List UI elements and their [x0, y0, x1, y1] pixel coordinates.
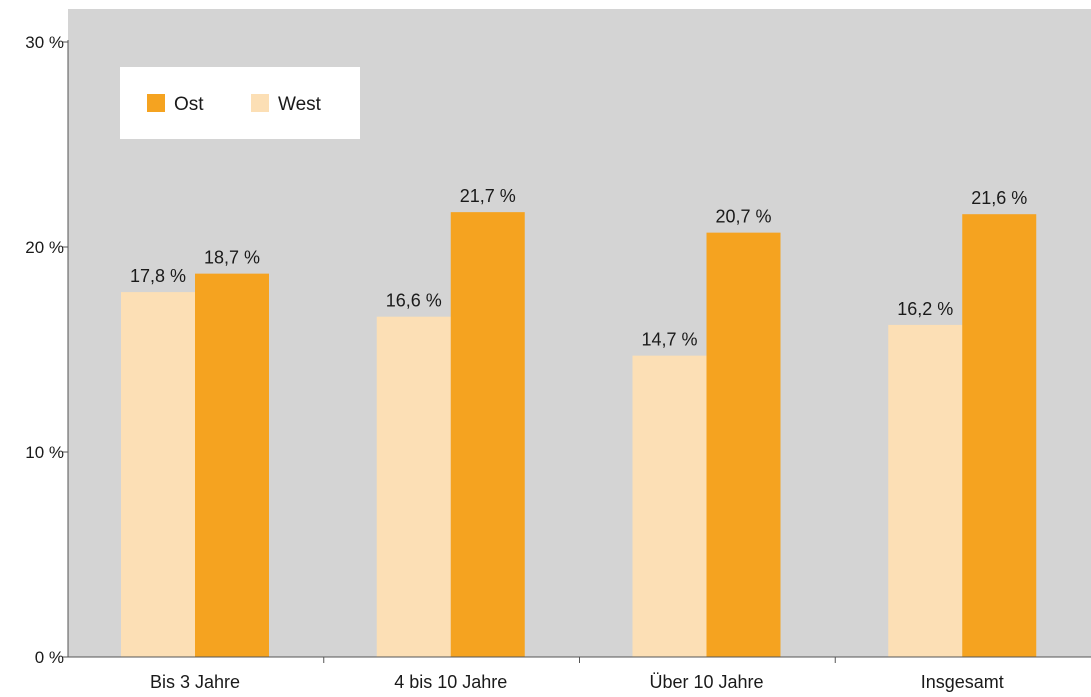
bar-ost [195, 273, 269, 657]
data-label-ost: 21,7 % [460, 186, 516, 206]
x-category-label: Über 10 Jahre [649, 672, 763, 692]
data-label-west: 16,2 % [897, 299, 953, 319]
bar-west [376, 316, 451, 657]
legend-label-west: West [278, 94, 322, 115]
bar-west [632, 355, 707, 657]
legend-swatch-west [251, 94, 269, 112]
legend-swatch-ost [147, 94, 165, 112]
y-tick-label: 10 % [25, 443, 64, 462]
x-category-label: Bis 3 Jahre [150, 672, 240, 692]
data-label-ost: 18,7 % [204, 248, 260, 268]
x-category-label: 4 bis 10 Jahre [394, 672, 507, 692]
x-category-label: Insgesamt [921, 672, 1004, 692]
data-label-ost: 20,7 % [715, 207, 771, 227]
bar-ost [706, 232, 781, 657]
data-label-west: 17,8 % [130, 266, 186, 286]
data-label-west: 14,7 % [641, 330, 697, 350]
bar-ost [450, 212, 525, 657]
legend: Ost West [120, 67, 360, 139]
data-label-ost: 21,6 % [971, 188, 1027, 208]
y-axis: 0 % 10 % 20 % 30 % [25, 33, 69, 667]
data-label-west: 16,6 % [386, 291, 442, 311]
y-tick-label: 0 % [35, 648, 64, 667]
bars [121, 212, 1037, 657]
data-labels: 17,8 % 18,7 % 16,6 % 21,7 % 14,7 % 20,7 % 16,2… [130, 186, 1027, 350]
legend-label-ost: Ost [174, 94, 204, 115]
bar-west [888, 324, 963, 657]
bar-ost [962, 214, 1037, 657]
y-tick-label: 30 % [25, 33, 64, 52]
x-axis: Bis 3 Jahre 4 bis 10 Jahre Über 10 Jahre In… [68, 656, 1091, 692]
y-tick-label: 20 % [25, 238, 64, 257]
bar-west [121, 292, 195, 657]
